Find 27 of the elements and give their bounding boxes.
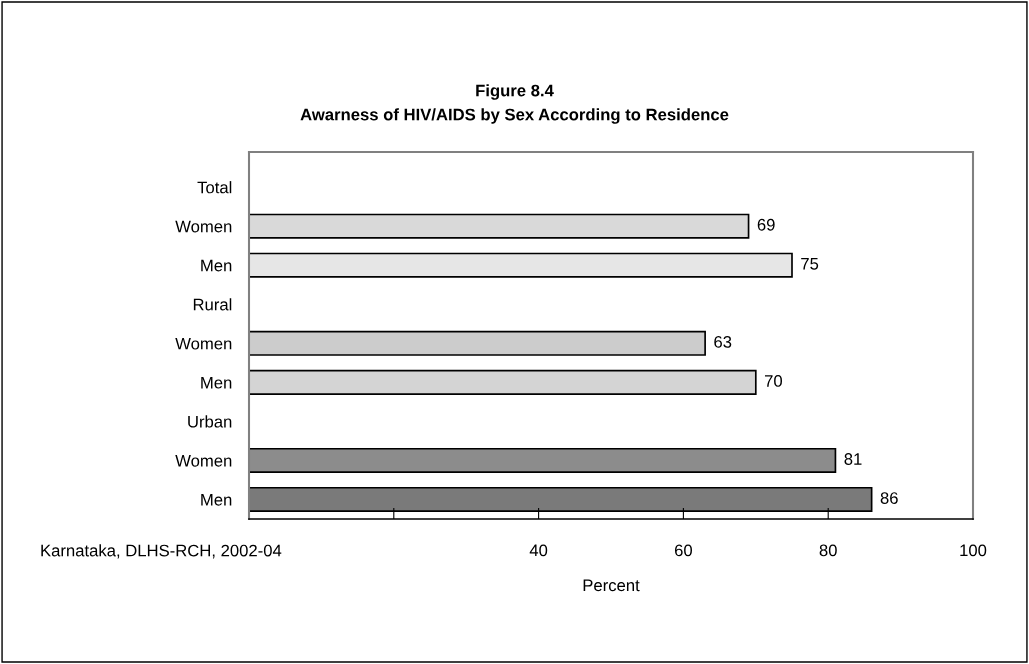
x-tick-label: 100 [960, 544, 987, 557]
x-tick-label: 40 [529, 544, 548, 557]
y-tick-label: Total [197, 181, 232, 194]
chart-subtitle: Awarness of HIV/AIDS by Sex According to Residence [300, 108, 729, 124]
text: Karnataka, DLHS-RCH, 2002-04 [41, 544, 282, 559]
data-label: 75 [801, 258, 819, 270]
y-tick-label: Women [175, 220, 232, 233]
chart-title: Figure 8.4 [476, 84, 554, 100]
y-tick-label: Urban [188, 415, 232, 428]
data-label: 63 [714, 335, 732, 348]
y-tick-label: Women [175, 455, 232, 467]
y-tick-label: Rural [193, 298, 232, 311]
y-tick-label: Women [175, 337, 232, 350]
y-tick-label: Men [201, 259, 232, 272]
data-label: 86 [880, 492, 898, 504]
x-tick-label: 80 [819, 544, 837, 557]
x-axis-title: Percent [583, 579, 640, 592]
bar [249, 213, 750, 239]
x-tick-label: 60 [674, 544, 693, 557]
bar [249, 369, 757, 395]
y-tick-label: Men [201, 376, 232, 389]
y-tick-label: Men [201, 494, 232, 506]
data-label: 70 [764, 375, 783, 387]
data-label: 69 [757, 218, 775, 231]
bar [249, 330, 706, 356]
bar [249, 252, 793, 278]
data-label: 81 [844, 453, 862, 465]
